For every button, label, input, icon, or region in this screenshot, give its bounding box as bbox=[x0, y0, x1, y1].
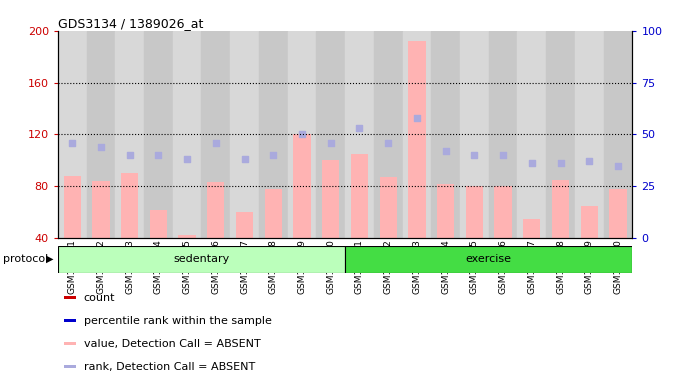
Bar bbox=[293, 134, 311, 238]
Point bbox=[613, 162, 624, 169]
Bar bbox=[316, 31, 345, 238]
Bar bbox=[201, 31, 231, 238]
Point bbox=[239, 156, 250, 162]
Point bbox=[383, 140, 394, 146]
Text: exercise: exercise bbox=[466, 254, 512, 264]
Bar bbox=[466, 186, 483, 238]
Bar bbox=[494, 186, 512, 238]
Bar bbox=[92, 181, 109, 238]
Bar bbox=[546, 31, 575, 238]
Bar bbox=[408, 41, 426, 238]
Bar bbox=[575, 31, 604, 238]
Bar bbox=[437, 184, 454, 238]
Text: count: count bbox=[84, 293, 115, 303]
Bar bbox=[609, 189, 627, 238]
Point bbox=[268, 152, 279, 158]
Bar bbox=[288, 31, 316, 238]
Point bbox=[526, 161, 537, 167]
Point bbox=[555, 161, 566, 167]
Bar bbox=[121, 173, 138, 238]
Point bbox=[95, 144, 106, 150]
Bar bbox=[86, 31, 116, 238]
Bar bbox=[374, 31, 403, 238]
Bar bbox=[523, 218, 541, 238]
Point bbox=[124, 152, 135, 158]
Bar bbox=[604, 31, 632, 238]
Bar bbox=[259, 31, 288, 238]
Point bbox=[411, 115, 422, 121]
Bar bbox=[431, 31, 460, 238]
Bar bbox=[173, 31, 201, 238]
Bar bbox=[144, 31, 173, 238]
Point bbox=[210, 140, 221, 146]
Text: rank, Detection Call = ABSENT: rank, Detection Call = ABSENT bbox=[84, 362, 255, 372]
Bar bbox=[230, 31, 259, 238]
Text: protocol: protocol bbox=[3, 254, 49, 264]
Bar bbox=[150, 210, 167, 238]
Text: value, Detection Call = ABSENT: value, Detection Call = ABSENT bbox=[84, 339, 260, 349]
Bar bbox=[63, 176, 81, 238]
Bar bbox=[178, 235, 196, 238]
Bar bbox=[489, 31, 517, 238]
Bar bbox=[517, 31, 546, 238]
Bar bbox=[116, 31, 144, 238]
Bar bbox=[58, 31, 86, 238]
Point bbox=[182, 156, 192, 162]
Point bbox=[67, 140, 78, 146]
Point bbox=[440, 148, 451, 154]
Point bbox=[325, 140, 336, 146]
Text: sedentary: sedentary bbox=[173, 254, 230, 264]
Point bbox=[296, 131, 307, 137]
Bar bbox=[351, 154, 368, 238]
Bar bbox=[63, 296, 76, 299]
Text: percentile rank within the sample: percentile rank within the sample bbox=[84, 316, 271, 326]
Bar bbox=[58, 246, 345, 273]
Point bbox=[354, 125, 365, 131]
Text: GDS3134 / 1389026_at: GDS3134 / 1389026_at bbox=[58, 17, 203, 30]
Bar bbox=[403, 31, 431, 238]
Bar bbox=[552, 180, 569, 238]
Bar bbox=[322, 161, 339, 238]
Bar bbox=[581, 206, 598, 238]
Bar bbox=[345, 246, 632, 273]
Bar bbox=[63, 342, 76, 345]
Bar bbox=[207, 182, 224, 238]
Point bbox=[498, 152, 509, 158]
Bar bbox=[63, 365, 76, 368]
Text: ▶: ▶ bbox=[46, 254, 54, 264]
Point bbox=[469, 152, 480, 158]
Bar bbox=[460, 31, 489, 238]
Bar bbox=[236, 212, 253, 238]
Bar bbox=[379, 177, 397, 238]
Bar bbox=[345, 31, 374, 238]
Bar bbox=[265, 189, 282, 238]
Point bbox=[584, 158, 595, 164]
Point bbox=[153, 152, 164, 158]
Bar bbox=[63, 319, 76, 322]
